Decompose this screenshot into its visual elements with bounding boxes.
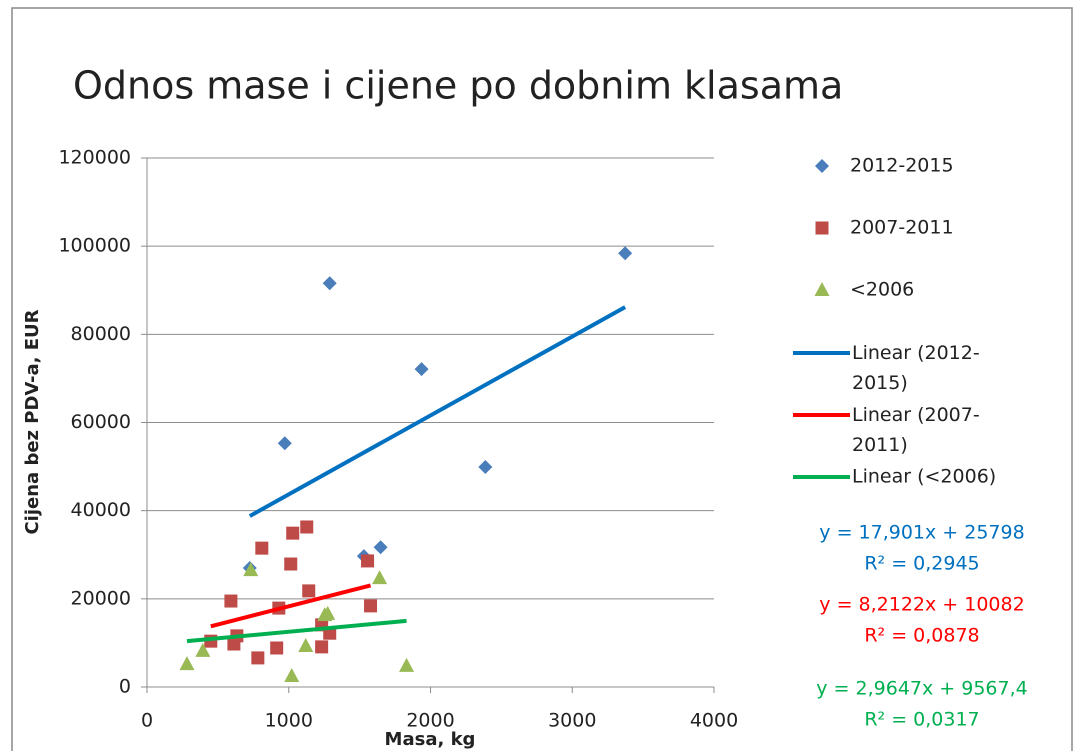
chart-frame	[11, 7, 1073, 751]
x-tick-label: 4000	[690, 710, 738, 732]
legend-label-line: Linear (2012-	[852, 342, 980, 364]
x-tick-label: 2000	[406, 710, 454, 732]
point	[298, 638, 314, 653]
legend-label: 2007-2011	[850, 217, 954, 239]
legend-label-line: 2015)	[852, 372, 908, 394]
trendline	[186, 618, 407, 644]
point	[255, 541, 269, 555]
point	[277, 436, 292, 451]
trend-equation: y = 8,2122x + 10082	[819, 594, 1024, 616]
chart-title: Odnos mase i cijene po dobnim klasama	[73, 64, 843, 108]
y-tick-label: 20000	[71, 587, 131, 609]
y-tick-label: 120000	[58, 147, 131, 169]
x-tick-label: 1000	[265, 710, 313, 732]
point	[478, 460, 493, 475]
trend-r2: R² = 0,2945	[864, 553, 979, 575]
point	[322, 276, 337, 291]
legend-label: Linear (<2006)	[852, 466, 996, 488]
legend-label-line: 2011)	[852, 434, 908, 456]
x-axis-label: Masa, kg	[385, 729, 476, 750]
point	[224, 594, 238, 608]
legend-marker	[815, 159, 829, 173]
y-tick-label: 40000	[71, 499, 131, 521]
legend-label-line: Linear (2007-	[852, 404, 980, 426]
legend-label: Linear (2007- 2011)	[852, 404, 980, 456]
y-axis-label: Cijena bez PDV-a, EUR	[22, 309, 43, 534]
point	[302, 584, 316, 598]
x-tick-label: 3000	[548, 710, 596, 732]
x-tick-label: 0	[141, 710, 153, 732]
legend-marker	[815, 221, 829, 235]
legend-marker	[814, 282, 830, 296]
point	[372, 570, 388, 585]
trend-equation: y = 17,901x + 25798	[819, 522, 1024, 544]
trend-r2: R² = 0,0878	[864, 625, 979, 647]
point	[284, 557, 298, 571]
trend-equation: y = 2,9647x + 9567,4	[816, 678, 1027, 700]
point	[361, 554, 375, 568]
legend-label: 2012-2015	[850, 155, 954, 177]
legend-label: Linear (2012- 2015)	[852, 342, 980, 394]
point	[618, 246, 633, 261]
point	[315, 640, 329, 654]
point	[195, 642, 211, 657]
y-tick-label: 0	[119, 676, 131, 698]
point	[251, 651, 265, 665]
point	[364, 599, 378, 613]
point	[399, 657, 415, 672]
point	[179, 656, 195, 671]
point	[284, 667, 300, 682]
point	[320, 605, 336, 620]
point	[414, 362, 429, 377]
trendline	[248, 305, 627, 518]
y-tick-label: 60000	[71, 411, 131, 433]
point	[270, 641, 284, 655]
point	[300, 520, 314, 534]
legend-label: <2006	[850, 279, 914, 301]
point	[243, 562, 259, 577]
y-tick-label: 80000	[71, 323, 131, 345]
y-tick-label: 100000	[58, 235, 131, 257]
trend-r2: R² = 0,0317	[864, 709, 979, 731]
trendline	[210, 583, 372, 629]
point	[286, 526, 300, 540]
point	[373, 540, 388, 555]
